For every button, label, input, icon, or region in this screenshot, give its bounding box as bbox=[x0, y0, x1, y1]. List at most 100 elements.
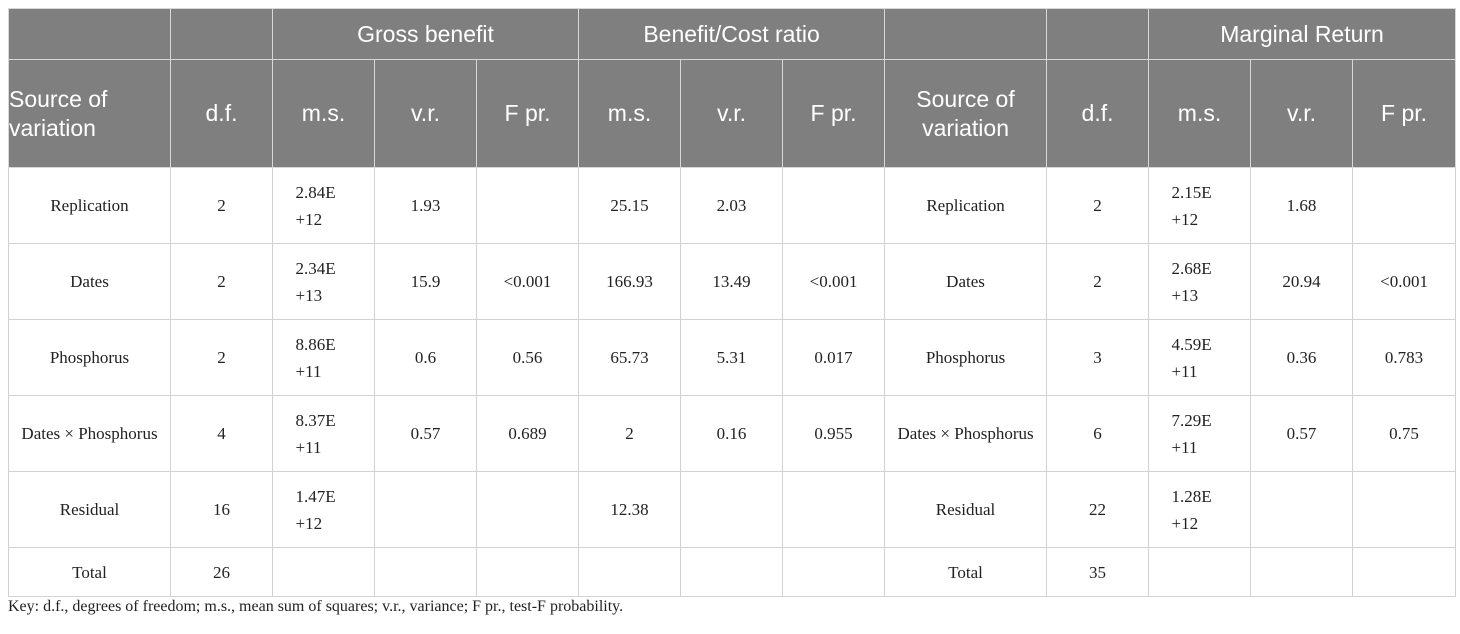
ms-cell: 2.34E +13 bbox=[272, 243, 375, 320]
vr-cell: 20.94 bbox=[1250, 243, 1354, 320]
fpr-cell bbox=[1352, 471, 1457, 548]
source-cell: Phosphorus bbox=[884, 319, 1048, 396]
fpr-cell bbox=[782, 167, 886, 244]
group-header-row: Gross benefit Benefit/Cost ratio Margina… bbox=[8, 8, 1457, 60]
table-row: Total 26 Total 35 bbox=[8, 547, 1457, 597]
column-header-source: Source of variation bbox=[8, 59, 171, 168]
ms-cell: 8.86E +11 bbox=[272, 319, 375, 396]
fpr-cell: 0.783 bbox=[1352, 319, 1457, 396]
anova-table-container: Gross benefit Benefit/Cost ratio Margina… bbox=[8, 8, 1457, 597]
table-row: Dates 2 2.34E +13 15.9 <0.001 166.93 13.… bbox=[8, 243, 1457, 320]
vr-cell: 0.16 bbox=[680, 395, 784, 472]
source-cell: Dates bbox=[884, 243, 1048, 320]
group-header-blank bbox=[1046, 8, 1150, 60]
ms-cell: 2.84E +12 bbox=[272, 167, 375, 244]
ms-cell bbox=[272, 547, 375, 597]
df-cell: 26 bbox=[170, 547, 273, 597]
fpr-cell: 0.955 bbox=[782, 395, 886, 472]
vr-cell bbox=[374, 471, 477, 548]
fpr-cell bbox=[1352, 167, 1457, 244]
ms-cell: 12.38 bbox=[578, 471, 682, 548]
vr-cell bbox=[1250, 471, 1354, 548]
source-cell: Phosphorus bbox=[8, 319, 171, 396]
df-cell: 2 bbox=[170, 243, 273, 320]
ms-value: 2.68E +13 bbox=[1171, 258, 1212, 305]
ms-value: 2.84E +12 bbox=[295, 182, 336, 229]
ms-value: 2.15E +12 bbox=[1171, 182, 1212, 229]
ms-value: 8.37E +11 bbox=[295, 410, 336, 457]
ms-cell: 1.28E +12 bbox=[1148, 471, 1252, 548]
fpr-cell: 0.75 bbox=[1352, 395, 1457, 472]
ms-cell bbox=[1148, 547, 1252, 597]
fpr-cell: <0.001 bbox=[782, 243, 886, 320]
vr-cell bbox=[374, 547, 477, 597]
fpr-cell bbox=[475, 471, 580, 548]
vr-cell: 1.68 bbox=[1250, 167, 1354, 244]
vr-cell bbox=[680, 471, 784, 548]
fpr-cell: 0.689 bbox=[475, 395, 580, 472]
df-cell: 4 bbox=[170, 395, 273, 472]
table-row: Residual 16 1.47E +12 12.38 Residual 22 … bbox=[8, 471, 1457, 548]
vr-cell: 0.57 bbox=[374, 395, 477, 472]
column-header-df: d.f. bbox=[170, 59, 273, 168]
ms-value: 7.29E +11 bbox=[1171, 410, 1212, 457]
column-header-ms: m.s. bbox=[578, 59, 682, 168]
source-cell: Residual bbox=[8, 471, 171, 548]
source-cell: Replication bbox=[8, 167, 171, 244]
fpr-cell: 0.56 bbox=[475, 319, 580, 396]
ms-value: 4.59E +11 bbox=[1171, 334, 1212, 381]
column-header-fpr: F pr. bbox=[475, 59, 580, 168]
table-row: Replication 2 2.84E +12 1.93 25.15 2.03 … bbox=[8, 167, 1457, 244]
source-cell: Dates bbox=[8, 243, 171, 320]
ms-value: 1.47E +12 bbox=[295, 486, 336, 533]
column-header-vr: v.r. bbox=[1250, 59, 1354, 168]
group-header-blank bbox=[8, 8, 171, 60]
vr-cell: 0.57 bbox=[1250, 395, 1354, 472]
df-cell: 2 bbox=[170, 319, 273, 396]
source-cell: Total bbox=[884, 547, 1048, 597]
group-header-gross-benefit: Gross benefit bbox=[271, 8, 580, 60]
column-header-ms: m.s. bbox=[272, 59, 375, 168]
table-row: Phosphorus 2 8.86E +11 0.6 0.56 65.73 5.… bbox=[8, 319, 1457, 396]
df-cell: 2 bbox=[1046, 167, 1150, 244]
vr-cell: 1.93 bbox=[374, 167, 477, 244]
df-cell: 35 bbox=[1046, 547, 1150, 597]
column-header-vr: v.r. bbox=[374, 59, 477, 168]
source-cell: Residual bbox=[884, 471, 1048, 548]
vr-cell: 2.03 bbox=[680, 167, 784, 244]
vr-cell: 15.9 bbox=[374, 243, 477, 320]
source-cell: Dates × Phosphorus bbox=[8, 395, 171, 472]
ms-cell: 65.73 bbox=[578, 319, 682, 396]
ms-cell: 4.59E +11 bbox=[1148, 319, 1252, 396]
ms-cell: 25.15 bbox=[578, 167, 682, 244]
fpr-cell bbox=[475, 167, 580, 244]
vr-cell: 5.31 bbox=[680, 319, 784, 396]
fpr-cell: <0.001 bbox=[475, 243, 580, 320]
column-header-row: Source of variation d.f. m.s. v.r. F pr.… bbox=[8, 59, 1457, 168]
ms-cell: 166.93 bbox=[578, 243, 682, 320]
ms-cell: 1.47E +12 bbox=[272, 471, 375, 548]
fpr-cell bbox=[1352, 547, 1457, 597]
column-header-df: d.f. bbox=[1046, 59, 1150, 168]
df-cell: 2 bbox=[1046, 243, 1150, 320]
ms-cell bbox=[578, 547, 682, 597]
df-cell: 6 bbox=[1046, 395, 1150, 472]
group-header-blank bbox=[170, 8, 273, 60]
ms-cell: 8.37E +11 bbox=[272, 395, 375, 472]
vr-cell: 0.36 bbox=[1250, 319, 1354, 396]
ms-value: 1.28E +12 bbox=[1171, 486, 1212, 533]
fpr-cell bbox=[475, 547, 580, 597]
column-header-source: Source of variation bbox=[884, 59, 1048, 168]
column-header-ms: m.s. bbox=[1148, 59, 1252, 168]
fpr-cell bbox=[782, 471, 886, 548]
source-cell: Dates × Phosphorus bbox=[884, 395, 1048, 472]
fpr-cell bbox=[782, 547, 886, 597]
vr-cell bbox=[1250, 547, 1354, 597]
ms-cell: 2.68E +13 bbox=[1148, 243, 1252, 320]
anova-table: Gross benefit Benefit/Cost ratio Margina… bbox=[8, 8, 1457, 597]
group-header-benefit-cost-ratio: Benefit/Cost ratio bbox=[578, 8, 886, 60]
fpr-cell: 0.017 bbox=[782, 319, 886, 396]
column-header-fpr: F pr. bbox=[1352, 59, 1457, 168]
df-cell: 2 bbox=[170, 167, 273, 244]
df-cell: 22 bbox=[1046, 471, 1150, 548]
